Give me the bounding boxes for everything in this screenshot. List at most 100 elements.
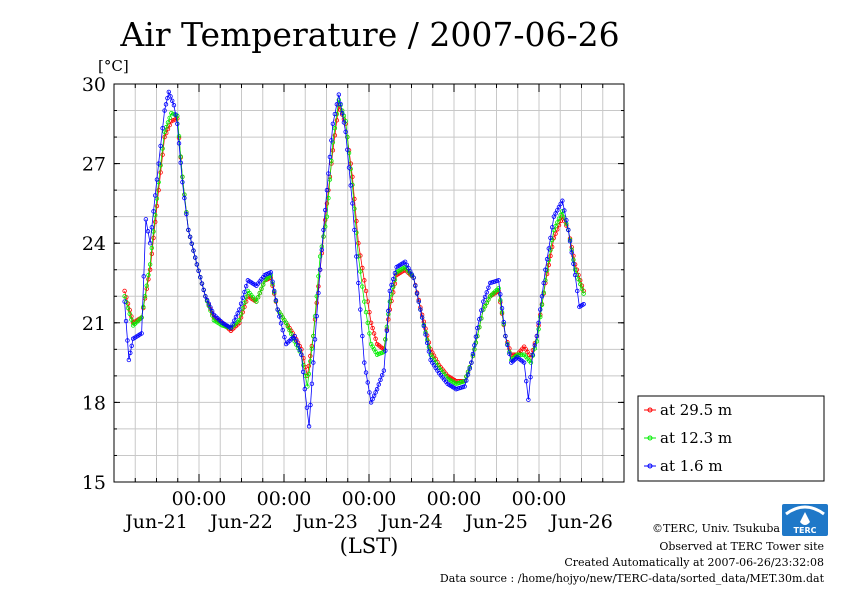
data-point: [532, 343, 537, 348]
data-point: [329, 138, 334, 143]
data-point: [125, 338, 130, 343]
data-point: [149, 251, 155, 257]
data-point: [326, 171, 331, 176]
data-point: [280, 328, 285, 333]
data-point: [362, 299, 367, 304]
legend-marker: [647, 435, 653, 441]
data-point: [180, 179, 185, 185]
data-point: [536, 320, 541, 325]
data-point: [278, 321, 284, 326]
data-point: [237, 317, 242, 323]
data-point: [299, 352, 304, 357]
chart-title: Air Temperature / 2007-06-26: [119, 15, 619, 54]
data-point: [378, 377, 383, 383]
data-point: [160, 126, 165, 131]
data-point: [425, 340, 430, 346]
data-point: [257, 290, 262, 296]
data-point: [268, 270, 274, 275]
data-point: [365, 380, 370, 385]
data-point: [560, 198, 565, 203]
data-point: [272, 288, 277, 294]
data-point: [498, 298, 503, 303]
data-point: [546, 262, 551, 268]
data-point: [144, 283, 149, 288]
logo-text: TERC: [794, 526, 817, 535]
data-point: [324, 214, 330, 219]
data-point: [153, 219, 158, 225]
data-point: [360, 265, 365, 271]
x-date-label: Jun-21: [123, 511, 188, 533]
data-point: [421, 323, 427, 329]
data-point: [145, 229, 151, 234]
data-point: [122, 299, 127, 304]
data-point: [553, 231, 558, 236]
data-point: [151, 209, 156, 214]
data-point: [319, 247, 325, 253]
data-point: [283, 320, 289, 325]
data-point: [240, 295, 245, 301]
data-point: [323, 207, 328, 213]
data-point: [300, 369, 306, 375]
data-point: [413, 283, 418, 288]
data-point: [139, 331, 144, 336]
data-point: [383, 348, 388, 353]
data-point: [549, 225, 555, 230]
data-point: [237, 307, 242, 312]
data-point: [208, 305, 213, 310]
legend-marker: [647, 463, 653, 469]
data-point: [482, 304, 488, 309]
data-point: [129, 343, 134, 348]
data-point: [520, 352, 525, 357]
x-date-label: Jun-26: [548, 511, 613, 533]
data-point: [182, 195, 187, 201]
data-point: [472, 343, 477, 348]
data-point: [123, 318, 129, 324]
data-point: [534, 333, 540, 339]
data-point: [309, 381, 315, 387]
data-point: [362, 360, 367, 365]
x-date-label: Jun-23: [293, 511, 358, 533]
data-point: [192, 255, 198, 260]
data-point: [154, 203, 160, 209]
data-point: [360, 284, 365, 289]
data-point: [581, 302, 586, 307]
data-point: [352, 196, 357, 202]
series-2: [122, 89, 586, 429]
data-point: [541, 280, 546, 286]
y-tick-label: 24: [82, 233, 106, 255]
data-point: [147, 240, 153, 246]
data-point: [139, 315, 144, 320]
data-point: [191, 248, 196, 253]
data-point: [354, 218, 359, 224]
data-point: [548, 253, 553, 259]
data-point: [277, 314, 282, 319]
data-point: [309, 346, 315, 351]
data-point: [308, 402, 313, 408]
data-point: [147, 267, 153, 272]
series-group: [122, 89, 586, 429]
data-point: [572, 272, 578, 278]
data-point: [125, 305, 131, 311]
data-point: [149, 245, 155, 251]
data-point: [306, 363, 312, 369]
data-point: [243, 283, 249, 289]
data-point: [363, 370, 369, 375]
data-point: [170, 98, 175, 104]
data-point: [541, 290, 546, 295]
data-point: [184, 211, 189, 217]
data-point: [381, 368, 387, 373]
data-point: [228, 325, 234, 331]
data-point: [571, 261, 576, 266]
data-point: [143, 217, 149, 222]
observed-text: Observed at TERC Tower site: [659, 540, 824, 553]
data-point: [162, 108, 167, 113]
data-point: [350, 201, 355, 206]
data-point: [521, 360, 527, 365]
data-point: [528, 374, 533, 380]
data-point: [556, 216, 562, 221]
data-point: [462, 384, 467, 389]
data-point: [473, 334, 479, 339]
data-point: [165, 120, 171, 125]
data-point: [122, 294, 127, 299]
data-point: [530, 352, 535, 357]
